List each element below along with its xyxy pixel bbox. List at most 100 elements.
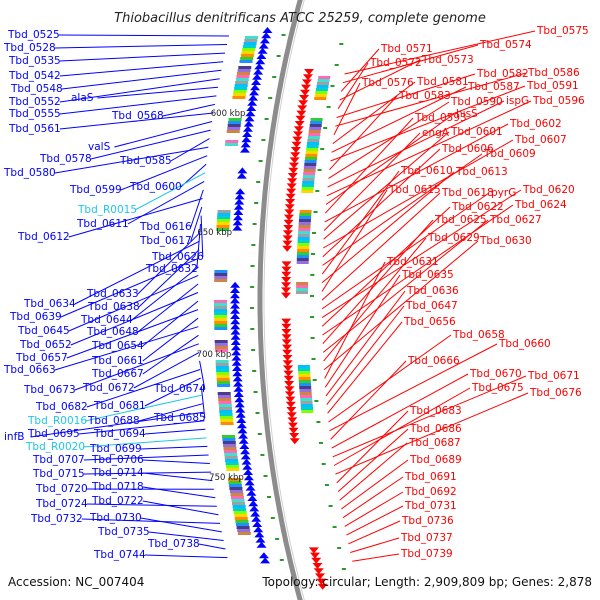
cog-category-block xyxy=(219,410,233,413)
plus-strand-arrow xyxy=(287,178,298,185)
tick-mark xyxy=(311,358,316,360)
minus-strand-arrow xyxy=(245,484,256,491)
cog-category-block xyxy=(242,48,256,51)
tick-mark xyxy=(263,475,268,477)
cog-category-block xyxy=(302,181,315,184)
minus-strand-arrow xyxy=(236,417,247,423)
minus-strand-arrow xyxy=(236,172,247,179)
leader-line xyxy=(331,86,467,153)
cog-category-block xyxy=(236,526,250,529)
gene-label: Tbd_0722 xyxy=(91,495,144,507)
plus-strand-arrow xyxy=(304,69,315,75)
leader-line xyxy=(59,78,220,103)
cog-category-block xyxy=(308,133,321,136)
cog-category-block xyxy=(306,148,319,151)
gene-label: Tbd_0624 xyxy=(514,199,567,211)
plus-strand-arrow xyxy=(290,147,301,153)
gene-label: Tbd_0599 xyxy=(69,184,122,196)
plus-strand-arrow xyxy=(315,573,326,580)
cog-category-block xyxy=(217,384,231,387)
gene-label: Tbd_0676 xyxy=(529,387,582,399)
minus-strand-arrow xyxy=(244,479,255,486)
minus-strand-arrow xyxy=(233,214,244,221)
gene-label: Tbd_0706 xyxy=(91,454,144,466)
gene-label: Tbd_0622 xyxy=(451,201,504,213)
leader-line xyxy=(348,520,401,545)
gene-label: Tbd_0572 xyxy=(369,57,422,69)
cog-category-block xyxy=(222,438,236,441)
cog-category-block xyxy=(305,151,318,154)
cog-category-block xyxy=(242,45,256,48)
cog-category-block xyxy=(219,413,233,416)
cog-category-block xyxy=(226,465,239,468)
plus-strand-arrow xyxy=(302,74,313,81)
cog-category-block xyxy=(225,459,239,462)
leader-line xyxy=(333,387,471,466)
tick-mark xyxy=(324,484,329,486)
minus-strand-arrow xyxy=(246,489,257,496)
gene-label: Tbd_0647 xyxy=(405,300,458,312)
leader-line xyxy=(323,132,421,231)
plus-strand-arrow xyxy=(282,360,293,367)
tick-mark xyxy=(339,43,344,45)
cog-category-block xyxy=(232,505,246,508)
cog-category-block xyxy=(229,490,243,493)
tick-mark xyxy=(268,97,273,99)
cog-category-block xyxy=(226,468,240,471)
minus-strand-arrow xyxy=(230,313,241,319)
minus-strand-arrow xyxy=(251,515,262,522)
minus-strand-arrow xyxy=(237,427,248,434)
plus-strand-arrow xyxy=(287,422,298,429)
gene-label: Tbd_0528 xyxy=(3,42,56,54)
minus-strand-arrow xyxy=(237,167,248,174)
minus-strand-arrow xyxy=(240,141,251,148)
gene-label: Tbd_0652 xyxy=(19,339,72,351)
leader-line xyxy=(61,69,222,90)
plus-strand-arrow xyxy=(281,318,292,325)
leader-line xyxy=(321,170,400,275)
plus-strand-arrow xyxy=(284,386,295,393)
leader-line xyxy=(142,472,213,482)
plus-strand-arrow xyxy=(284,209,295,216)
plus-strand-arrow xyxy=(297,105,308,112)
leader-line xyxy=(140,445,208,450)
cog-category-block xyxy=(236,75,250,78)
leader-line xyxy=(321,189,388,292)
kbp-markers: 600 kbp 650 kbp 700 kbp 750 kbp xyxy=(197,109,246,483)
plus-strand-arrow xyxy=(283,375,294,382)
cog-category-block xyxy=(298,371,311,374)
plus-strand-arrow xyxy=(285,199,296,205)
minus-strand-arrow xyxy=(230,318,241,325)
plus-strand-arrow xyxy=(311,557,322,564)
plus-strand-arrow xyxy=(313,568,324,575)
leader-line xyxy=(322,148,441,258)
cog-category-block xyxy=(296,291,308,294)
plus-strand-arrow xyxy=(281,344,292,351)
cog-category-block xyxy=(299,389,312,392)
tick-mark xyxy=(317,169,322,171)
leader-line xyxy=(137,283,199,333)
gene-label: Tbd_0699 xyxy=(89,443,142,455)
cog-category-block xyxy=(303,166,316,169)
minus-strand-arrow xyxy=(256,541,267,548)
gene-label: Tbd_0631 xyxy=(386,256,439,268)
leader-line xyxy=(86,503,217,507)
cog-category-block xyxy=(298,374,311,377)
cog-category-block xyxy=(309,127,322,130)
cog-category-block xyxy=(243,42,257,45)
minus-strand-arrow xyxy=(249,505,260,512)
leader-line xyxy=(86,369,201,408)
tick-mark xyxy=(251,349,256,351)
cog-category-block xyxy=(299,383,311,386)
minus-strand-arrow xyxy=(245,110,256,117)
leader-line xyxy=(90,129,211,160)
leader-line xyxy=(68,198,203,238)
cog-category-block xyxy=(216,375,230,378)
gene-label: Tbd_0548 xyxy=(10,83,63,95)
tick-mark xyxy=(318,442,323,444)
leader-line xyxy=(323,240,479,371)
cog-category-block xyxy=(237,72,250,75)
gene-label: Tbd_0632 xyxy=(145,263,198,275)
plus-strand-arrow xyxy=(285,396,296,403)
cog-category-block xyxy=(298,380,311,383)
